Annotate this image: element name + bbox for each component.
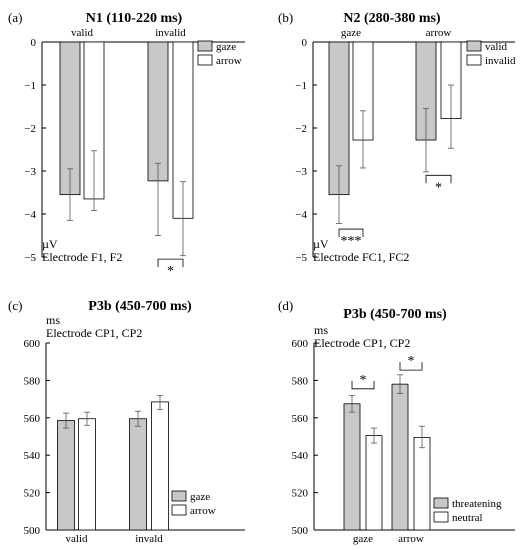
panel-a-ytick-label: −2 — [24, 123, 36, 135]
panel-b-significance-label: * — [435, 180, 442, 195]
panel-a-note: Electrode F1, F2 — [42, 250, 122, 264]
panel-c-ytick-label: 500 — [24, 525, 41, 537]
panel-b-ytick-label: 0 — [302, 37, 308, 49]
panel-d-note: Electrode CP1, CP2 — [314, 336, 410, 350]
panel-a-ytick-label: −3 — [24, 166, 36, 178]
panel-d-ytick-label: 600 — [292, 338, 309, 350]
panel-b-ytick-label: −4 — [295, 209, 307, 221]
panel-a-bar — [147, 41, 169, 182]
panel-c-bar — [78, 418, 96, 531]
panel-c-legend-label: gaze — [190, 491, 210, 503]
panel-c-note: Electrode CP1, CP2 — [46, 326, 142, 340]
panel-a-title: N1 (110-220 ms) — [86, 11, 183, 26]
panel-d-legend-swatch — [433, 511, 449, 523]
panel-b-legend-label: invalid — [485, 55, 516, 67]
panel-b-title: N2 (280-380 ms) — [343, 11, 441, 26]
panel-a-legend-swatch — [197, 40, 213, 52]
panel-a-category-label: invalid — [155, 27, 186, 39]
panel-a-ytick-label: 0 — [31, 37, 37, 49]
panel-d-label: (d) — [278, 298, 293, 313]
panel-a-category-label: valid — [71, 27, 93, 39]
panel-d-bar — [365, 435, 383, 531]
panel-a-unit: µV — [42, 237, 58, 251]
panel-c-legend-swatch — [171, 504, 187, 516]
panel-c-ytick-label: 560 — [24, 413, 41, 425]
panel-b-note: Electrode FC1, FC2 — [313, 250, 409, 264]
panel-a-ytick-label: −4 — [24, 209, 36, 221]
panel-c-ytick-label: 600 — [24, 338, 41, 350]
panel-c-bar — [57, 420, 75, 531]
panel-c: (c) P3b (450-700 ms) ms Electrode CP1, C… — [8, 298, 245, 545]
panel-d-significance-label: * — [408, 354, 415, 369]
panel-b-legend-swatch — [466, 40, 482, 52]
panel-c-title: P3b (450-700 ms) — [88, 299, 192, 314]
panel-d-unit: ms — [314, 323, 328, 337]
panel-a-significance-bracket — [157, 258, 184, 268]
panel-b-significance-bracket — [338, 228, 364, 238]
panel-d-legend-swatch — [433, 497, 449, 509]
panel-d-ytick-label: 540 — [292, 450, 309, 462]
panel-d-category-label: gaze — [353, 533, 373, 545]
panel-a: (a) N1 (110-220 ms) µV Electrode F1, F2 … — [8, 10, 245, 279]
panel-d-ytick-label: 580 — [292, 375, 309, 387]
panel-a-label: (a) — [8, 10, 22, 25]
panel-a-legend-swatch — [197, 54, 213, 66]
panel-c-bar — [151, 401, 169, 531]
panel-d-bar — [391, 383, 409, 531]
panel-b-ytick-label: −5 — [295, 252, 307, 264]
panel-b-significance-bracket — [425, 174, 452, 184]
panel-c-category-label: invald — [135, 533, 163, 545]
panel-d-significance-bracket — [399, 362, 423, 371]
panel-a-ytick-label: −1 — [24, 80, 36, 92]
panel-d-legend-label: neutral — [452, 512, 483, 524]
panel-c-label: (c) — [8, 298, 22, 313]
panel-b-ytick-label: −1 — [295, 80, 307, 92]
panel-c-legend-swatch — [171, 490, 187, 502]
panel-c-ytick-label: 580 — [24, 375, 41, 387]
panel-d-ytick-label: 560 — [292, 413, 309, 425]
panel-b-category-label: gaze — [341, 27, 361, 39]
panel-b-label: (b) — [278, 10, 293, 25]
panel-a-legend-label: arrow — [216, 55, 242, 67]
panel-d-ytick-label: 500 — [292, 525, 309, 537]
panel-d-ytick-label: 520 — [292, 488, 309, 500]
panel-b-legend-swatch — [466, 54, 482, 66]
panel-a-significance-label: * — [167, 264, 174, 279]
panel-b: (b) N2 (280-380 ms) µV Electrode FC1, FC… — [278, 10, 516, 264]
panel-c-bar — [129, 418, 147, 531]
panel-d-significance-label: * — [360, 373, 367, 388]
panel-b-significance-label: *** — [341, 234, 362, 249]
panel-b-category-label: arrow — [426, 27, 452, 39]
panel-b-ytick-label: −3 — [295, 166, 307, 178]
panel-d-category-label: arrow — [398, 533, 424, 545]
panel-c-category-label: valid — [66, 533, 88, 545]
panel-d-title: P3b (450-700 ms) — [343, 307, 447, 322]
panel-c-ytick-label: 520 — [24, 488, 41, 500]
panel-a-ytick-label: −5 — [24, 252, 36, 264]
panel-c-ytick-label: 540 — [24, 450, 41, 462]
panel-d-bar — [413, 437, 431, 531]
panel-b-unit: µV — [313, 237, 329, 251]
panel-c-legend-label: arrow — [190, 505, 216, 517]
panel-d-bar — [343, 403, 361, 531]
panel-d-significance-bracket — [351, 380, 375, 390]
panel-c-unit: ms — [46, 313, 60, 327]
panel-a-legend-label: gaze — [216, 41, 236, 53]
panel-d-legend-label: threatening — [452, 498, 502, 510]
panel-b-legend-label: valid — [485, 41, 507, 53]
panel-d: (d) P3b (450-700 ms) ms Electrode CP1, C… — [278, 298, 515, 545]
panel-b-ytick-label: −2 — [295, 123, 307, 135]
